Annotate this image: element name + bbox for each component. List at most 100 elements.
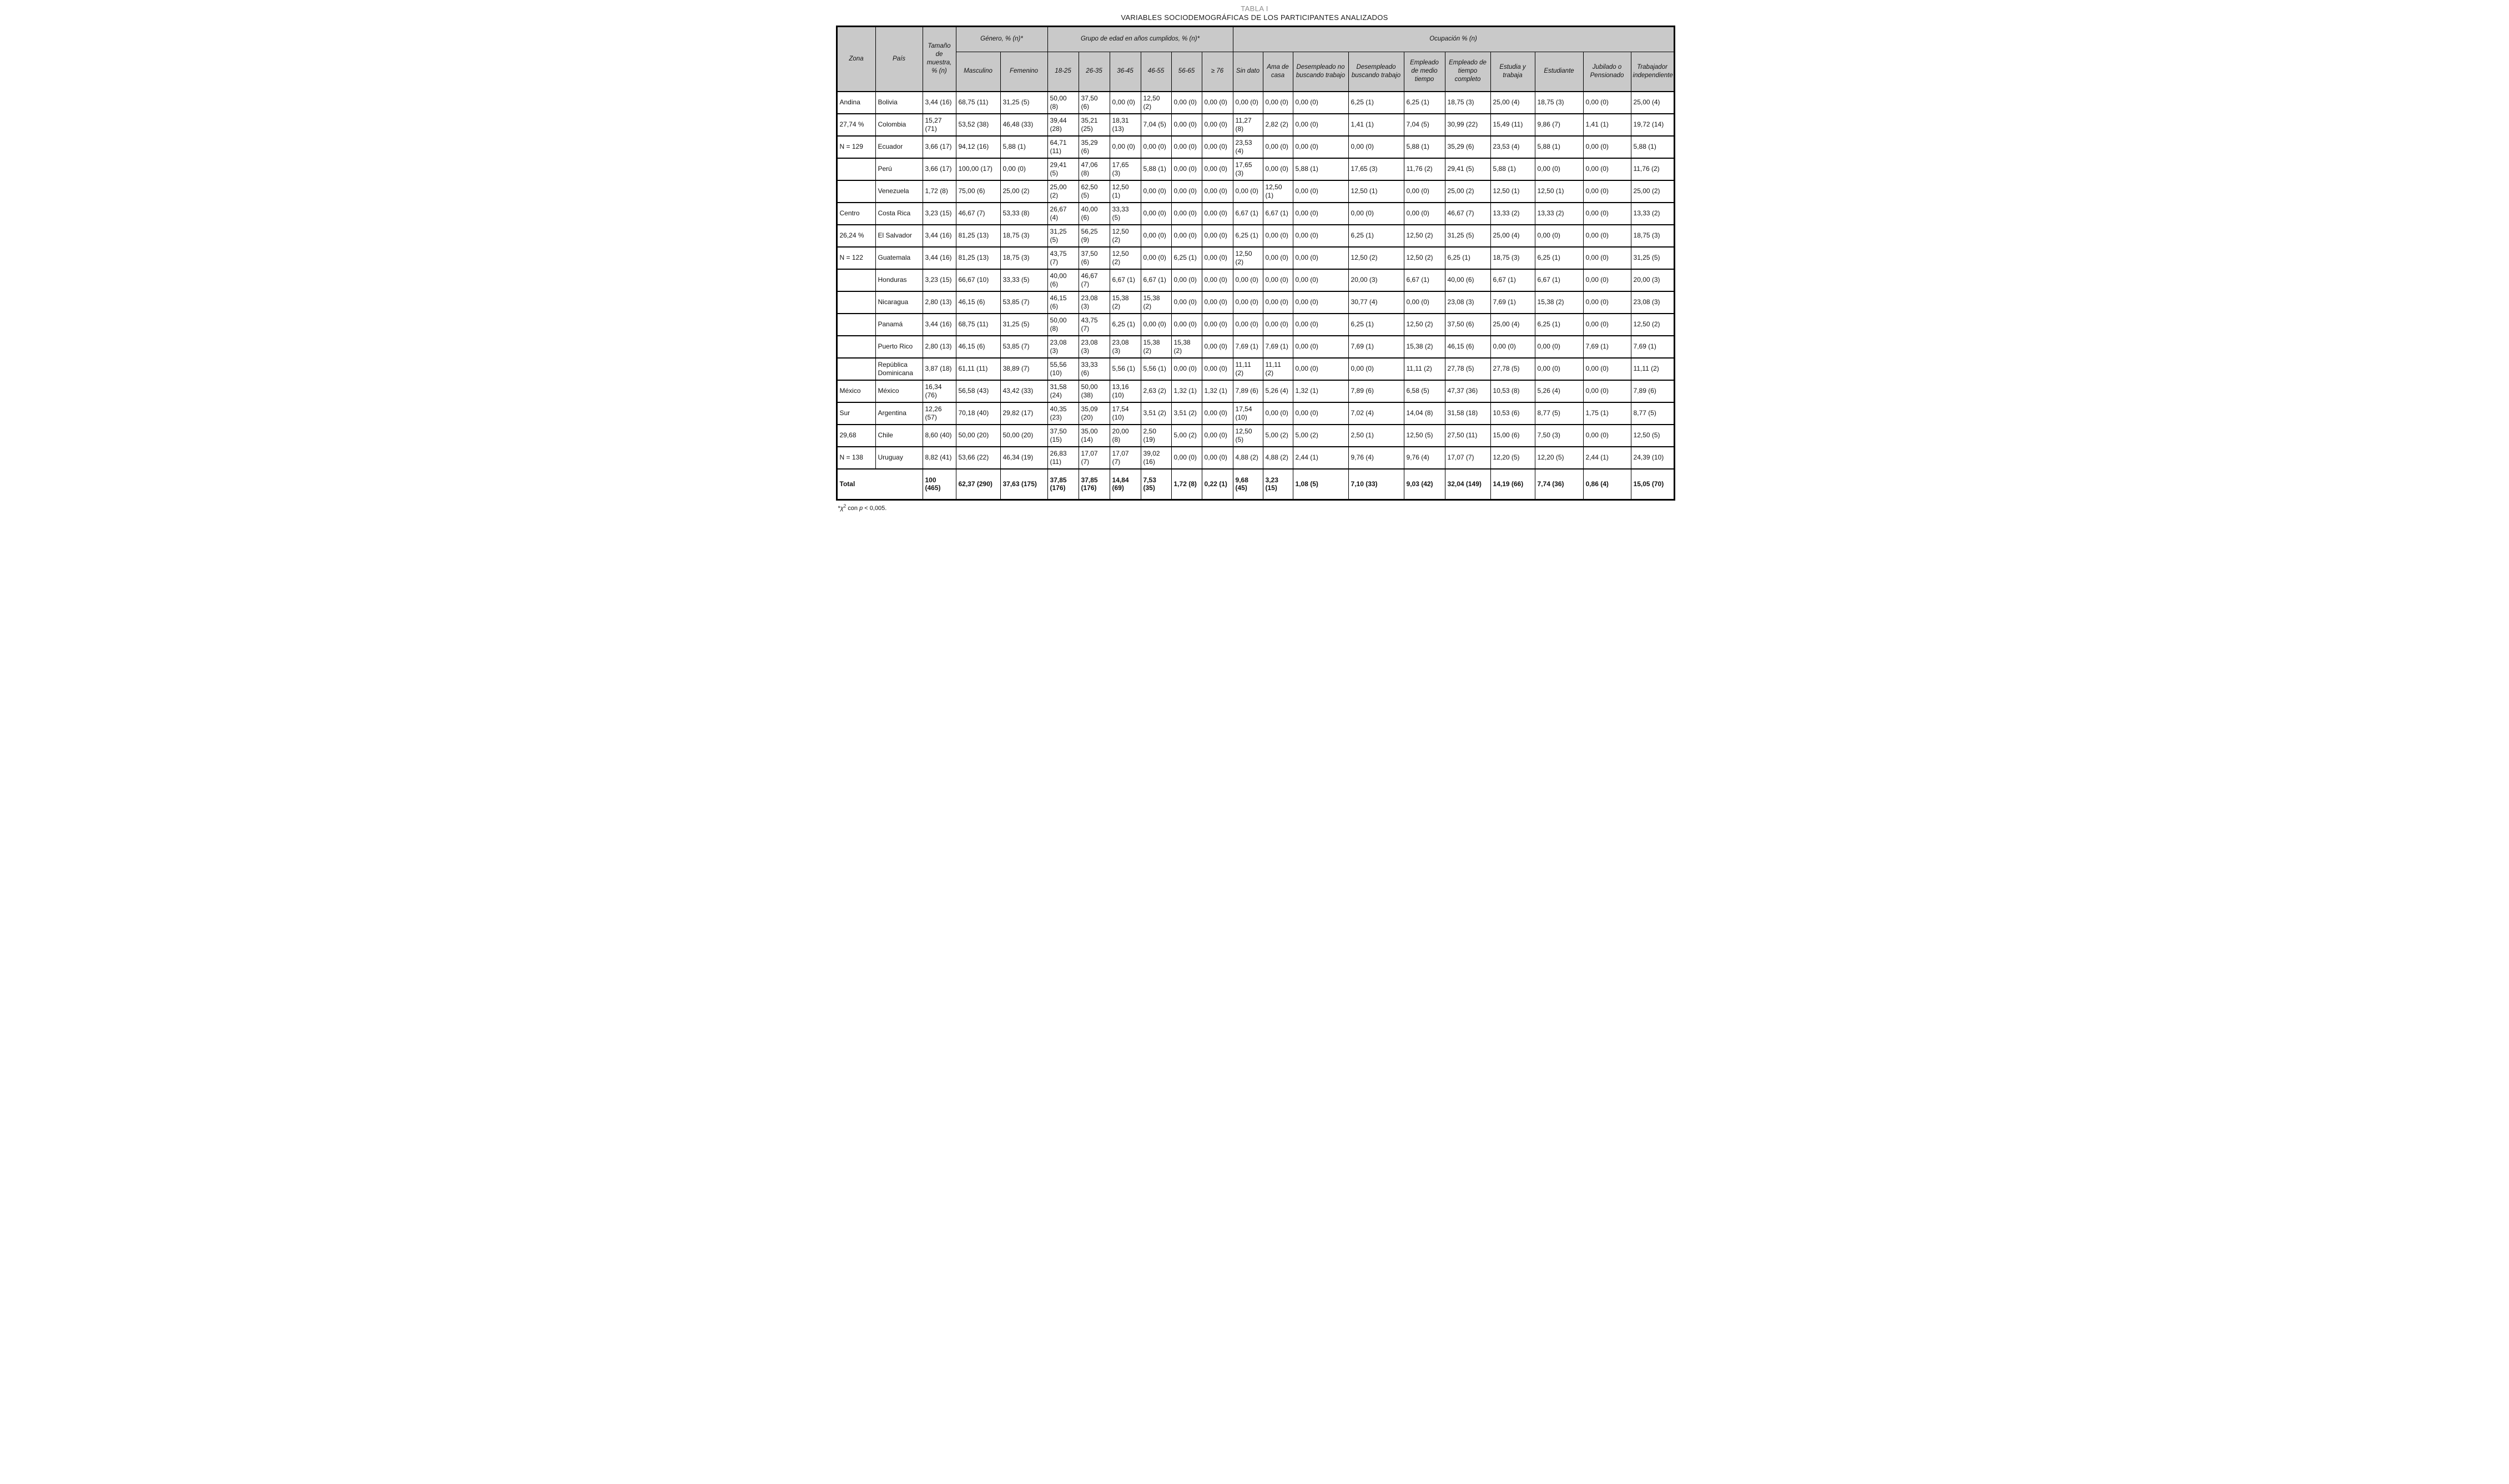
value-cell: 23,08 (3) [1109,335,1141,359]
value-cell: 27,50 (11) [1444,423,1491,447]
value-cell: 5,26 (4) [1534,379,1584,403]
value-cell: 25,00 (2) [1047,179,1079,203]
value-cell: 11,11 (2) [1262,357,1293,381]
value-cell: 12,50 (1) [1109,179,1141,203]
table-title-block: TABLA I VARIABLES SOCIODEMOGRÁFICAS DE L… [836,4,1674,23]
value-cell: 29,41 (5) [1444,157,1491,181]
column-header: Femenino [1000,51,1048,92]
value-cell: 5,88 (1) [1140,157,1172,181]
value-cell: 12,50 (2) [1630,312,1675,336]
value-cell: 66,67 (10) [955,268,1001,292]
value-cell: 40,35 (23) [1047,401,1079,425]
footnote: *χ2 con p < 0,005. [838,504,1674,512]
value-cell: 0,00 (0) [1109,90,1141,114]
value-cell: 0,00 (0) [1292,179,1349,203]
table-row: Centro Costa Rica 3,23 (15) 46,67 (7) 53,33 … [836,201,1675,225]
value-cell: 10,53 (6) [1490,401,1535,425]
value-cell: 7,89 (6) [1348,379,1404,403]
value-cell: 30,99 (22) [1444,113,1491,137]
value-cell: 56,25 (9) [1078,224,1110,248]
table-row: Panamá 3,44 (16) 68,75 (11) 31,25 (5) 50,00 … [836,312,1675,336]
value-cell: 46,48 (33) [1000,113,1048,137]
value-cell: 0,00 (0) [1292,290,1349,314]
total-value-cell: 1,72 (8) [1171,468,1202,501]
value-cell: 18,75 (3) [1534,90,1584,114]
zone-cell: México [836,379,876,403]
page: TABLA I VARIABLES SOCIODEMOGRÁFICAS DE L… [834,0,1675,519]
value-cell: 5,88 (1) [1490,157,1535,181]
table-row: 29,68 Chile 8,60 (40) 50,00 (20) 50,00 (20) 3… [836,423,1675,447]
total-value-cell: 0,86 (4) [1583,468,1631,501]
value-cell: 8,82 (41) [922,446,956,470]
value-cell: 0,00 (0) [1201,246,1233,270]
value-cell: 0,00 (0) [1140,135,1172,159]
value-cell: 11,11 (2) [1403,357,1445,381]
value-cell: 0,00 (0) [1490,335,1535,359]
value-cell: 0,00 (0) [1171,224,1202,248]
value-cell: 0,00 (0) [1201,268,1233,292]
value-cell: 8,60 (40) [922,423,956,447]
value-cell: 53,85 (7) [1000,335,1048,359]
column-header: Estudia y trabaja [1490,51,1535,92]
value-cell: 7,04 (5) [1403,113,1445,137]
value-cell: 0,00 (0) [1583,135,1631,159]
value-cell: 0,00 (0) [1201,224,1233,248]
zone-cell: Centro [836,201,876,225]
value-cell: 25,00 (4) [1490,224,1535,248]
column-header: ≥ 76 [1201,51,1233,92]
zone-cell: Sur [836,401,876,425]
table-row: 27,74 % Colombia 15,27 (71) 53,52 (38) 46,48… [836,113,1675,137]
value-cell: 8,77 (5) [1630,401,1675,425]
header-age-group: Grupo de edad en años cumplidos, % (n)* [1047,26,1233,52]
value-cell: 17,65 (3) [1109,157,1141,181]
value-cell: 5,00 (2) [1292,423,1349,447]
value-cell: 31,25 (5) [1000,312,1048,336]
value-cell: 4,88 (2) [1232,446,1263,470]
value-cell: 0,00 (0) [1140,246,1172,270]
value-cell: 7,69 (1) [1232,335,1263,359]
total-value-cell: 7,10 (33) [1348,468,1404,501]
value-cell: 18,75 (3) [1490,246,1535,270]
value-cell: 0,00 (0) [1403,201,1445,225]
total-value-cell: 62,37 (290) [955,468,1001,501]
value-cell: 12,20 (5) [1534,446,1584,470]
value-cell: 0,00 (0) [1292,224,1349,248]
value-cell: 6,25 (1) [1348,312,1404,336]
value-cell: 1,75 (1) [1583,401,1631,425]
value-cell: 0,00 (0) [1201,90,1233,114]
table-row: 26,24 % El Salvador 3,44 (16) 81,25 (13) 18,… [836,224,1675,248]
total-value-cell: 3,23 (15) [1262,468,1293,501]
value-cell: 0,00 (0) [1232,179,1263,203]
value-cell: 55,56 (10) [1047,357,1079,381]
value-cell: 0,00 (0) [1583,179,1631,203]
column-header: 46-55 [1140,51,1172,92]
value-cell: 31,25 (5) [1047,224,1079,248]
value-cell: 3,51 (2) [1171,401,1202,425]
value-cell: 15,49 (11) [1490,113,1535,137]
value-cell: 64,71 (11) [1047,135,1079,159]
value-cell: 33,33 (5) [1000,268,1048,292]
value-cell: 33,33 (5) [1109,201,1141,225]
footnote-star: * [838,505,840,512]
value-cell: 12,50 (1) [1348,179,1404,203]
value-cell: 7,69 (1) [1630,335,1675,359]
table-row: Nicaragua 2,80 (13) 46,15 (6) 53,85 (7) 46,1… [836,290,1675,314]
value-cell: 0,00 (0) [1292,268,1349,292]
value-cell: 12,50 (2) [1232,246,1263,270]
value-cell: 3,66 (17) [922,157,956,181]
value-cell: 17,07 (7) [1109,446,1141,470]
footnote-mid: con [846,505,860,512]
header-pais: País [875,26,923,92]
table-row: Venezuela 1,72 (8) 75,00 (6) 25,00 (2) 25,00… [836,179,1675,203]
zone-cell [836,335,876,359]
zone-cell: 27,74 % [836,113,876,137]
value-cell: 12,50 (2) [1403,224,1445,248]
value-cell: 0,00 (0) [1140,312,1172,336]
value-cell: 12,50 (2) [1403,312,1445,336]
value-cell: 19,72 (14) [1630,113,1675,137]
value-cell: 11,76 (2) [1630,157,1675,181]
value-cell: 0,00 (0) [1262,224,1293,248]
value-cell: 0,00 (0) [1403,179,1445,203]
value-cell: 14,04 (8) [1403,401,1445,425]
value-cell: 0,00 (0) [1292,357,1349,381]
